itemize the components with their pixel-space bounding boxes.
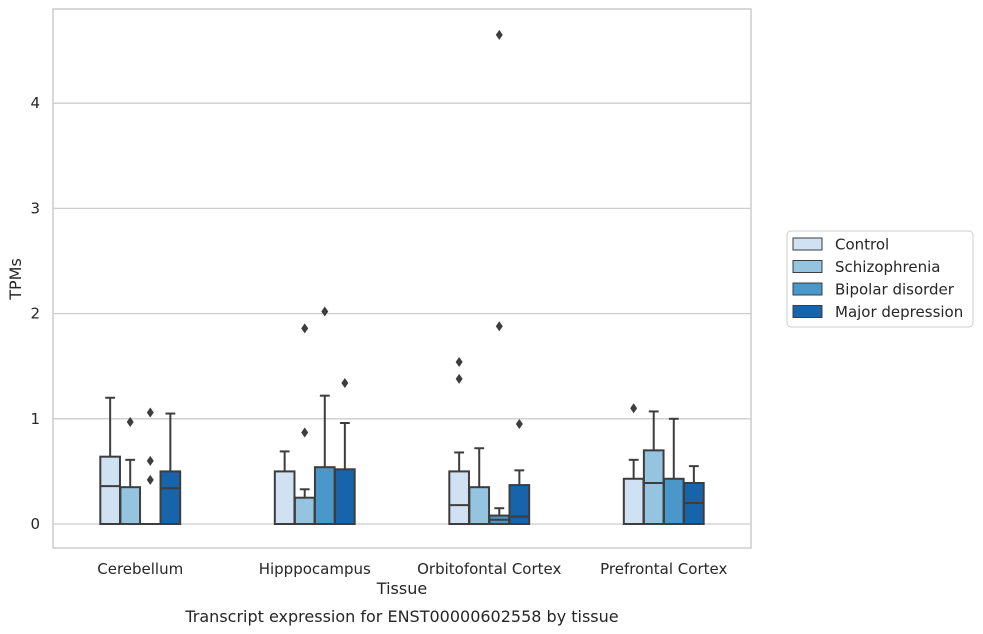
outlier-0 <box>301 323 309 334</box>
box-body <box>313 466 336 525</box>
outlier-0 <box>341 378 349 389</box>
y-tick-label-3: 3 <box>30 199 40 217</box>
x-axis-label: Tissue <box>376 579 427 598</box>
series-major-depression <box>159 378 705 525</box>
x-tick-label-3: Prefrontal Cortex <box>600 560 727 578</box>
legend-swatch-2 <box>792 282 823 296</box>
outlier-0 <box>321 306 329 317</box>
box-2-0 <box>139 407 162 526</box>
x-tick-label-2: Orbitofontal Cortex <box>417 560 561 578</box>
legend-swatch-3 <box>792 305 823 318</box>
x-tick-label-1: Hipppocampus <box>259 560 371 578</box>
series-schizophrenia <box>119 323 665 526</box>
x-tick-label-0: Cerebellum <box>97 560 183 578</box>
legend: Control Schizophrenia Bipolar disorder Majo… <box>786 230 974 328</box>
legend-label-1: Schizophrenia <box>835 258 940 276</box>
box-3-2 <box>508 419 531 525</box>
box-body <box>334 468 356 525</box>
legend-label-0: Control <box>835 236 889 254</box>
box-1-1 <box>293 323 316 526</box>
box-body <box>119 486 142 525</box>
box-body <box>448 470 470 525</box>
outlier-0 <box>126 416 134 427</box>
legend-label-2: Bipolar disorder <box>835 281 955 299</box>
outlier-1 <box>495 321 503 332</box>
outlier-0 <box>455 356 463 367</box>
box-1-2 <box>468 447 491 525</box>
y-tick-labels: 0 1 2 3 4 <box>30 94 40 533</box>
outlier-2 <box>146 474 154 485</box>
box-3-0 <box>159 412 182 525</box>
box-body <box>508 484 531 525</box>
outlier-0 <box>515 419 523 430</box>
y-tick-label-1: 1 <box>30 410 40 428</box>
box-body <box>468 486 491 525</box>
x-tick-labels: Cerebellum Hipppocampus Orbitofontal Corte… <box>97 560 727 578</box>
legend-swatch-0 <box>792 237 823 251</box>
y-tick-label-0: 0 <box>30 515 40 533</box>
box-3-1 <box>334 378 356 525</box>
box-0-0 <box>99 396 121 525</box>
y-axis-label: TPMs <box>6 258 25 301</box>
box-body <box>159 470 182 525</box>
plot-area <box>53 9 751 548</box>
box-body <box>293 496 316 526</box>
outlier-0 <box>146 407 154 418</box>
box-body <box>622 477 645 526</box>
y-tick-label-4: 4 <box>30 94 40 112</box>
outlier-0 <box>495 29 503 40</box>
box-groups <box>99 29 705 526</box>
box-body <box>642 449 665 525</box>
plot-frame <box>52 8 752 549</box>
outlier-1 <box>146 455 154 466</box>
box-body <box>99 455 121 525</box>
outlier-0 <box>630 403 638 414</box>
box-body <box>273 470 296 525</box>
box-3-3 <box>683 465 705 525</box>
box-body <box>662 477 685 526</box>
legend-swatch-1 <box>792 260 823 273</box>
box-1-0 <box>119 416 142 525</box>
series-control <box>99 356 645 526</box>
chart-caption: Transcript expression for ENST0000060255… <box>184 607 618 626</box>
legend-frame <box>786 230 974 328</box>
legend-label-3: Major depression <box>835 303 963 321</box>
outlier-1 <box>301 427 309 438</box>
outlier-1 <box>455 373 463 384</box>
y-tick-label-2: 2 <box>30 305 40 323</box>
